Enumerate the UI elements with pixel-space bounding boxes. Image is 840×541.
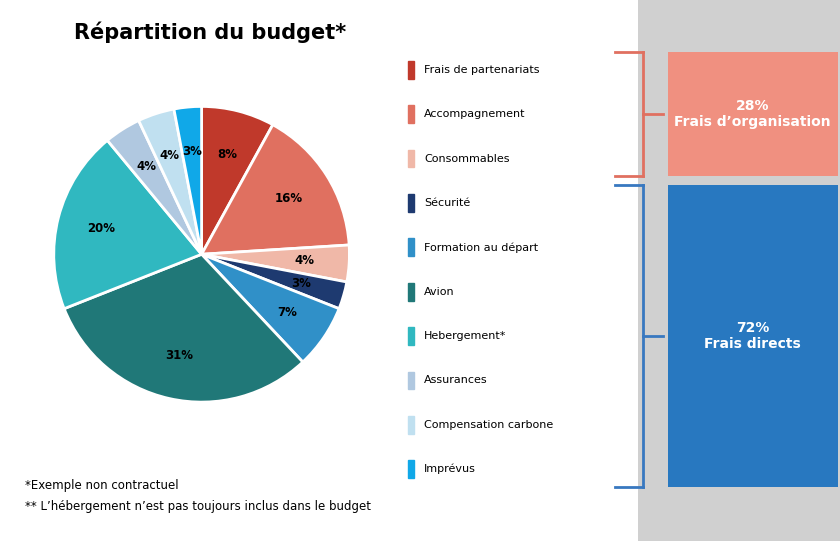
Bar: [408, 327, 414, 345]
Bar: [408, 150, 414, 168]
Bar: [408, 61, 414, 79]
Bar: [408, 194, 414, 212]
Text: Répartition du budget*: Répartition du budget*: [74, 22, 346, 43]
Text: 72%
Frais directs: 72% Frais directs: [704, 321, 801, 351]
Text: 28%
Frais d’organisation: 28% Frais d’organisation: [675, 99, 831, 129]
Bar: [408, 372, 414, 390]
Wedge shape: [174, 107, 202, 254]
Wedge shape: [202, 125, 349, 254]
Wedge shape: [64, 254, 302, 402]
Wedge shape: [202, 107, 273, 254]
Wedge shape: [108, 121, 202, 254]
Wedge shape: [202, 254, 347, 309]
Text: Sécurité: Sécurité: [424, 198, 470, 208]
Text: ** L’hébergement n’est pas toujours inclus dans le budget: ** L’hébergement n’est pas toujours incl…: [25, 500, 371, 513]
Text: *Exemple non contractuel: *Exemple non contractuel: [25, 479, 179, 492]
Text: Avion: Avion: [424, 287, 454, 296]
Bar: [408, 283, 414, 301]
Wedge shape: [139, 109, 202, 254]
Wedge shape: [54, 140, 202, 309]
Bar: [408, 460, 414, 478]
Bar: [408, 416, 414, 434]
Text: Frais de partenariats: Frais de partenariats: [424, 65, 539, 75]
Text: 3%: 3%: [291, 276, 311, 289]
Wedge shape: [202, 254, 339, 362]
Text: 7%: 7%: [277, 306, 297, 319]
Bar: [408, 105, 414, 123]
Bar: [668, 52, 837, 176]
Text: Compensation carbone: Compensation carbone: [424, 420, 554, 430]
Text: 31%: 31%: [165, 349, 193, 362]
Text: 20%: 20%: [87, 222, 115, 235]
Text: Assurances: Assurances: [424, 375, 487, 385]
Text: 8%: 8%: [218, 148, 238, 161]
Text: 4%: 4%: [295, 254, 315, 267]
Text: Formation au départ: Formation au départ: [424, 242, 538, 253]
Bar: [408, 239, 414, 256]
Text: Consommables: Consommables: [424, 154, 509, 163]
Wedge shape: [202, 245, 349, 282]
Bar: [668, 185, 837, 487]
Text: Hebergement*: Hebergement*: [424, 331, 507, 341]
Text: 4%: 4%: [160, 149, 180, 162]
Text: 4%: 4%: [136, 160, 156, 174]
Text: Accompagnement: Accompagnement: [424, 109, 525, 119]
Text: Imprévus: Imprévus: [424, 464, 475, 474]
Text: 3%: 3%: [182, 145, 202, 158]
Text: 16%: 16%: [275, 192, 303, 206]
